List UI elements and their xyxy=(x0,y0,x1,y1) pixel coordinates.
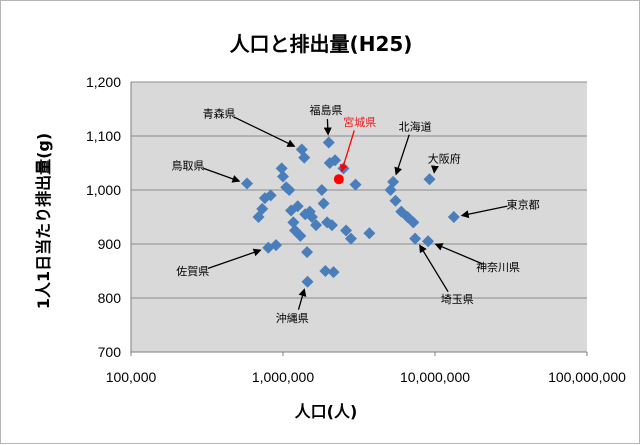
x-tick-label: 100,000,000 xyxy=(548,369,626,385)
annotation-arrow xyxy=(430,165,439,174)
annotation-arrow xyxy=(323,119,332,136)
data-point xyxy=(325,219,338,232)
data-point xyxy=(291,200,304,213)
annotation-arrow xyxy=(339,130,355,173)
data-point xyxy=(389,194,402,207)
data-point xyxy=(422,235,435,248)
data-point xyxy=(344,232,357,245)
data-point xyxy=(305,211,318,223)
data-point xyxy=(327,266,340,279)
data-point xyxy=(340,224,353,237)
highlight-point xyxy=(333,174,344,185)
annotation-label: 大阪府 xyxy=(428,152,461,166)
x-tick-label: 10,000,000 xyxy=(400,369,470,385)
data-point xyxy=(277,170,289,183)
y-tick-label: 1,000 xyxy=(86,182,121,198)
annotation-arrow xyxy=(207,248,262,269)
data-point xyxy=(270,239,283,252)
annotation-arrow xyxy=(394,134,410,176)
data-point xyxy=(241,177,254,190)
data-point xyxy=(349,178,362,191)
annotation-label: 佐賀県 xyxy=(176,264,209,278)
y-tick-label: 900 xyxy=(98,236,122,252)
annotation-arrow xyxy=(460,205,508,219)
data-point xyxy=(387,175,400,188)
x-axis-label: 人口(人) xyxy=(295,402,358,421)
data-point xyxy=(275,162,288,175)
data-point xyxy=(329,154,342,167)
annotation-label: 東京都 xyxy=(507,198,540,212)
data-point xyxy=(363,227,376,240)
annotation-arrow xyxy=(434,243,484,265)
plot-area xyxy=(131,82,587,352)
annotation-arrow xyxy=(233,116,296,147)
data-point xyxy=(407,216,420,229)
data-point xyxy=(322,136,335,149)
y-tick-label: 1,100 xyxy=(86,128,121,144)
x-tick-label: 1,000,000 xyxy=(252,369,314,385)
data-point xyxy=(315,184,328,196)
annotation-label: 沖縄県 xyxy=(276,311,309,325)
y-tick-label: 800 xyxy=(98,290,122,306)
annotation-label: 神奈川県 xyxy=(476,260,520,274)
annotation-label: 宮城県 xyxy=(343,115,376,129)
data-point xyxy=(447,211,460,223)
annotation-label: 北海道 xyxy=(399,119,432,133)
annotation-label: 青森県 xyxy=(203,106,236,120)
annotation-label: 鳥取県 xyxy=(171,159,204,173)
data-point xyxy=(301,246,314,259)
data-point xyxy=(264,189,277,202)
data-point xyxy=(317,197,330,210)
data-point xyxy=(287,216,300,229)
data-point xyxy=(301,275,314,288)
y-tick-label: 1,200 xyxy=(86,74,121,90)
annotation-label: 埼玉県 xyxy=(441,292,474,306)
data-point xyxy=(310,219,323,232)
data-point xyxy=(256,202,269,215)
data-point xyxy=(294,229,307,242)
data-point xyxy=(423,173,436,186)
annotation-arrow xyxy=(203,167,241,183)
y-axis-label: 1人1日当たり排出量(g) xyxy=(34,133,53,309)
chart-title: 人口と排出量(H25) xyxy=(230,32,413,56)
data-point xyxy=(319,265,332,277)
y-tick-label: 700 xyxy=(98,344,122,360)
annotation-label: 福島県 xyxy=(310,103,343,117)
data-point xyxy=(283,184,296,196)
data-point xyxy=(298,151,311,164)
x-tick-label: 100,000 xyxy=(106,369,157,385)
annotation-arrow xyxy=(419,244,449,293)
data-point xyxy=(409,232,422,245)
annotation-arrow xyxy=(297,288,307,310)
